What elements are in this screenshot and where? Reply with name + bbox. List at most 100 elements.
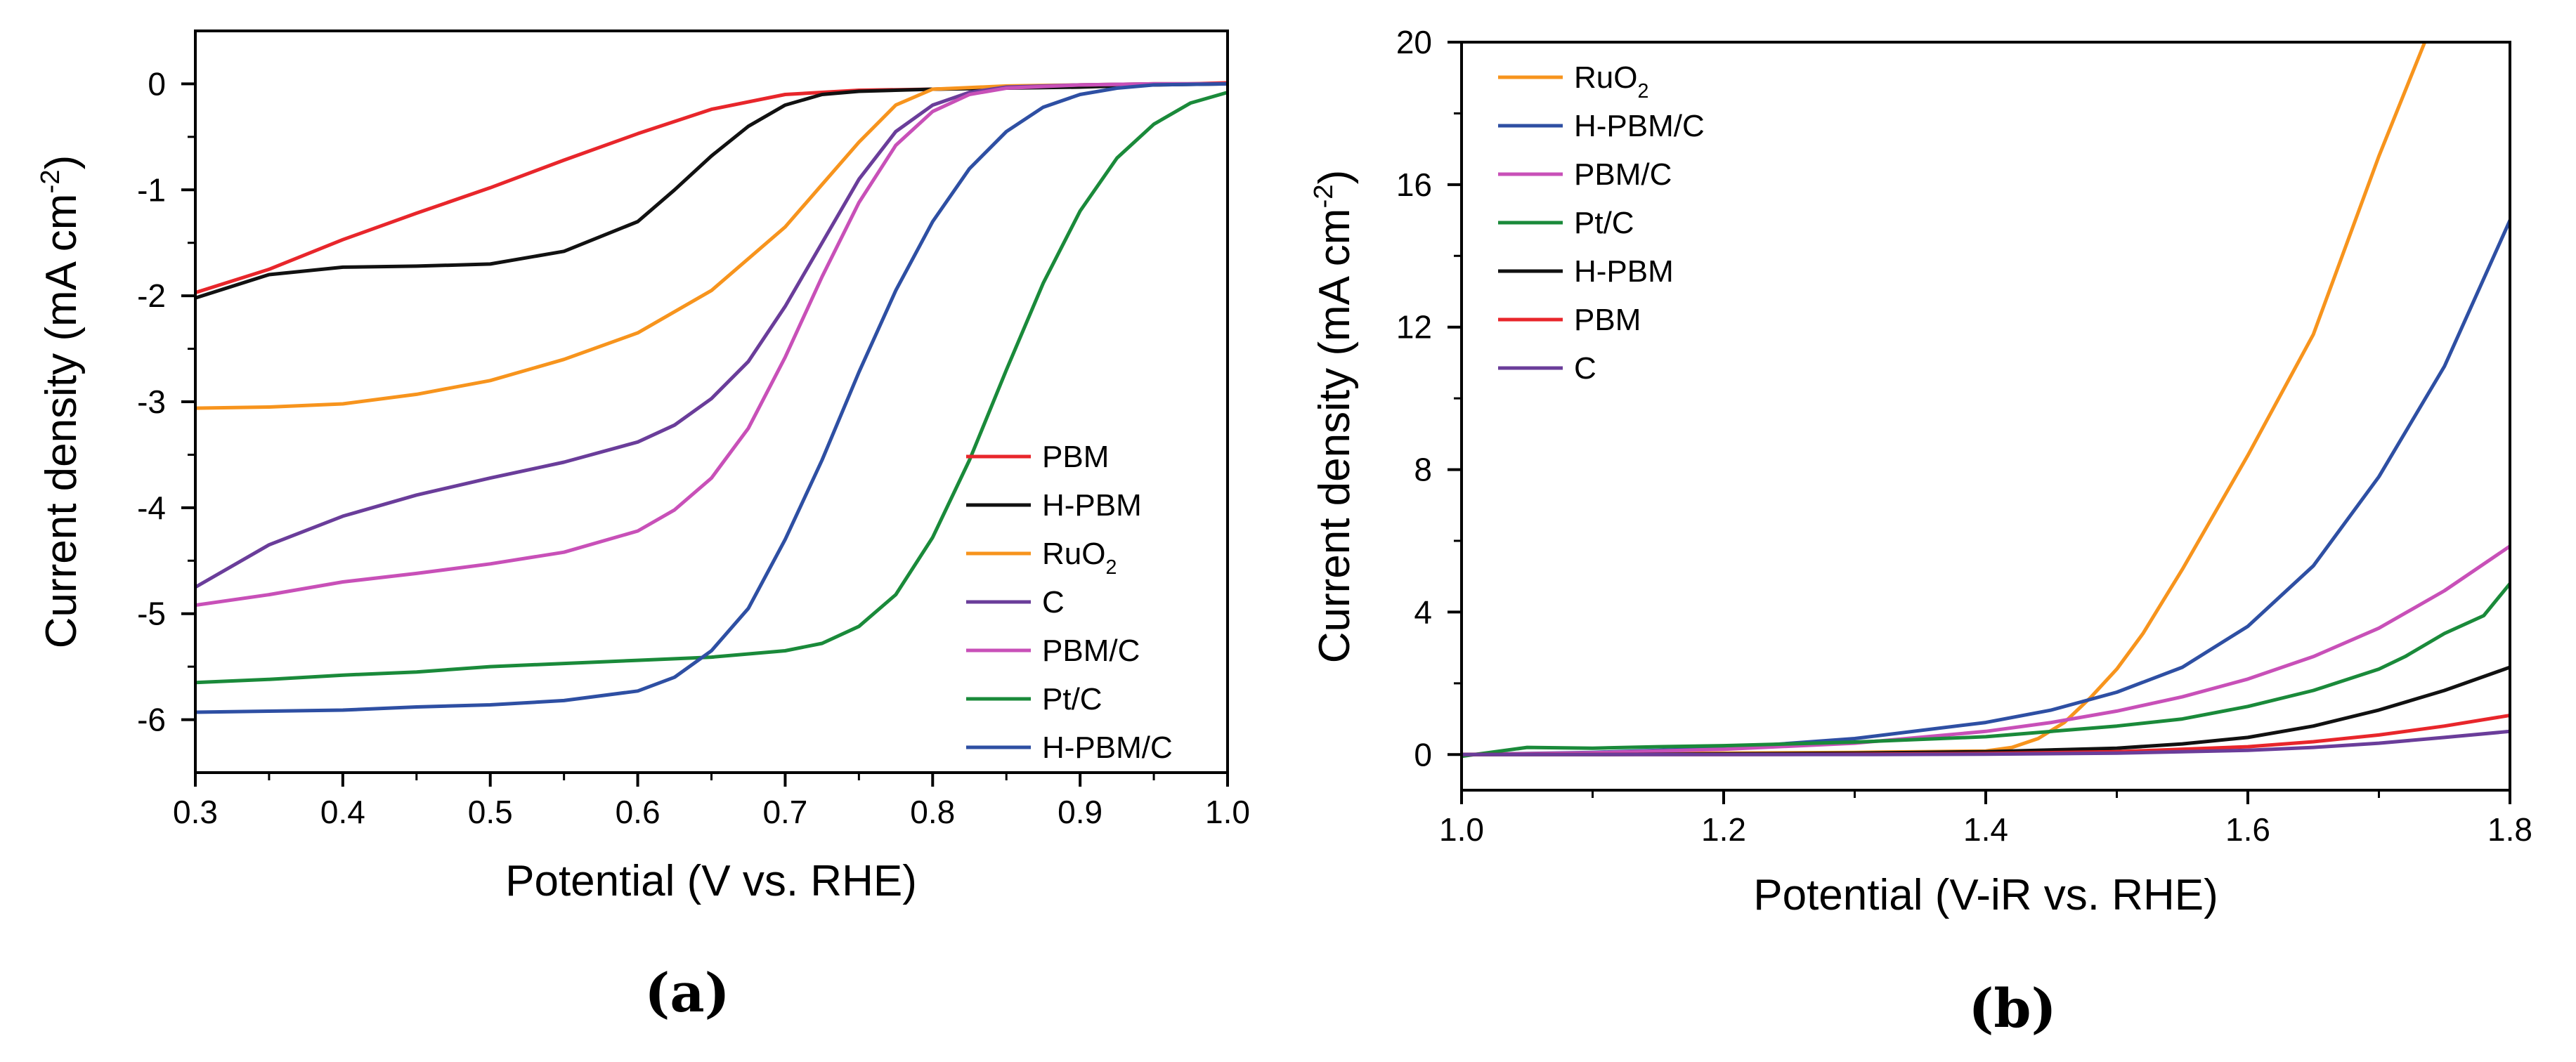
series-line-c — [1462, 729, 2510, 756]
legend-label-main: H-PBM — [1042, 488, 1142, 523]
legend-label: PBM/C — [1574, 157, 1672, 192]
y-tick-label: 0 — [148, 65, 166, 102]
legend-label-main: PBM — [1042, 440, 1109, 474]
series-line-pt-c — [195, 91, 1228, 685]
legend-label-main: RuO — [1042, 537, 1105, 571]
series-line-h-pbm — [195, 81, 1228, 300]
series-line-h-pbm-c — [1462, 218, 2510, 756]
y-axis-label-main: Current density (mA cm — [37, 194, 86, 649]
series-line-pbm-c — [195, 81, 1228, 608]
legend-item: PBM — [1498, 303, 1641, 337]
legend-item: Pt/C — [966, 682, 1102, 716]
x-tick-label: 0.6 — [616, 794, 661, 830]
series-line-pbm — [195, 81, 1228, 295]
series-line-h-pbm — [1462, 665, 2510, 756]
legend-item: PBM/C — [966, 634, 1140, 668]
x-tick-label: 1.2 — [1701, 811, 1746, 848]
y-axis-label-close: ) — [1310, 170, 1359, 185]
y-tick-label: 12 — [1396, 309, 1432, 346]
y-tick-label: -3 — [137, 383, 166, 420]
series-line-pbm-c — [1462, 544, 2510, 756]
y-axis-label: Current density (mA cm-2) — [35, 155, 86, 649]
legend-label-main: H-PBM/C — [1042, 730, 1173, 765]
panel-label-b: (b) — [1968, 977, 2056, 1040]
panel-label-a: (a) — [644, 962, 729, 1024]
series-lines — [1462, 42, 2510, 759]
y-tick-label: -5 — [137, 596, 166, 632]
legend: PBM H-PBM RuO2 C PBM/C Pt/C H-PBM/C — [966, 440, 1173, 765]
y-axis-label: Current density (mA cm-2) — [1308, 170, 1359, 664]
legend: RuO2 H-PBM/C PBM/C Pt/C H-PBM PBM C — [1498, 60, 1705, 386]
y-tick-label: -6 — [137, 702, 166, 738]
x-axis-label: Potential (V-iR vs. RHE) — [1753, 871, 2218, 919]
legend-label-main: H-PBM — [1574, 254, 1674, 289]
series-line-h-pbm-c — [195, 81, 1228, 714]
legend-label: PBM — [1042, 440, 1109, 474]
legend-label: Pt/C — [1574, 206, 1634, 240]
x-axis-label: Potential (V vs. RHE) — [505, 857, 917, 905]
legend-item: H-PBM/C — [1498, 109, 1705, 143]
legend-item: C — [966, 585, 1065, 620]
x-tick-label: 0.7 — [762, 794, 807, 830]
legend-item: H-PBM — [1498, 254, 1674, 289]
legend-label-main: PBM — [1574, 303, 1641, 337]
legend-label: PBM — [1574, 303, 1641, 337]
legend-item: RuO2 — [1498, 60, 1648, 103]
x-tick-label: 0.4 — [320, 794, 365, 830]
legend-label: H-PBM/C — [1574, 109, 1705, 143]
y-axis-label-sup: -2 — [35, 169, 65, 193]
y-tick-label: -1 — [137, 171, 166, 208]
legend-label-main: Pt/C — [1042, 682, 1102, 716]
x-tick-label: 0.8 — [910, 794, 955, 830]
legend-item: PBM — [966, 440, 1109, 474]
y-tick-label: -2 — [137, 277, 166, 314]
legend-label-main: H-PBM/C — [1574, 109, 1705, 143]
y-tick-label: 0 — [1414, 736, 1432, 773]
legend-item: Pt/C — [1498, 206, 1634, 240]
legend-label: C — [1574, 351, 1596, 386]
y-axis-label-close: ) — [37, 155, 86, 170]
y-tick-label: 4 — [1414, 594, 1432, 630]
x-tick-label: 0.5 — [468, 794, 513, 830]
legend-label-main: RuO — [1574, 60, 1637, 95]
x-tick-label: 1.6 — [2225, 811, 2270, 848]
legend-label-sub: 2 — [1105, 556, 1117, 579]
legend-label: RuO2 — [1574, 60, 1648, 103]
legend-label-main: C — [1042, 585, 1065, 620]
legend-item: C — [1498, 351, 1596, 386]
y-tick-label: -4 — [137, 490, 166, 526]
legend-label: H-PBM — [1042, 488, 1142, 523]
legend-label: H-PBM — [1574, 254, 1674, 289]
legend-label-sub: 2 — [1637, 80, 1648, 103]
series-line-ruo2 — [195, 81, 1228, 410]
legend-label-main: Pt/C — [1574, 206, 1634, 240]
x-tick-label: 1.4 — [1963, 811, 2008, 848]
legend-label: Pt/C — [1042, 682, 1102, 716]
series-line-pt-c — [1462, 582, 2510, 759]
legend-label: PBM/C — [1042, 634, 1140, 668]
x-tick-label: 0.3 — [173, 794, 218, 830]
legend-item: RuO2 — [966, 537, 1117, 579]
y-tick-label: 8 — [1414, 452, 1432, 488]
panel-b-chart: 1.0 1.2 1.4 1.6 1.8 0 4 8 12 16 20 Potential (V-iR … — [1308, 24, 2532, 919]
legend-label: C — [1042, 585, 1065, 620]
series-lines — [195, 81, 1228, 714]
legend-label-main: PBM/C — [1042, 634, 1140, 668]
legend-item: H-PBM — [966, 488, 1142, 523]
legend-label: H-PBM/C — [1042, 730, 1173, 765]
legend-item: PBM/C — [1498, 157, 1672, 192]
x-tick-label: 1.0 — [1439, 811, 1484, 848]
y-tick-label: 20 — [1396, 24, 1432, 60]
legend-label-main: C — [1574, 351, 1596, 386]
panel-a-chart: 0.3 0.4 0.5 0.6 0.7 0.8 0.9 1.0 0 -1 -2 -3 -4 -5 -6 Pot… — [35, 29, 1250, 905]
x-tick-label: 0.9 — [1058, 794, 1102, 830]
legend-item: H-PBM/C — [966, 730, 1173, 765]
y-axis-label-sup: -2 — [1308, 184, 1339, 208]
legend-label: RuO2 — [1042, 537, 1117, 579]
x-tick-label: 1.0 — [1205, 794, 1250, 830]
y-axis-label-main: Current density (mA cm — [1310, 209, 1359, 664]
legend-label-main: PBM/C — [1574, 157, 1672, 192]
y-tick-label: 16 — [1396, 166, 1432, 203]
series-line-ruo2 — [1462, 42, 2427, 756]
